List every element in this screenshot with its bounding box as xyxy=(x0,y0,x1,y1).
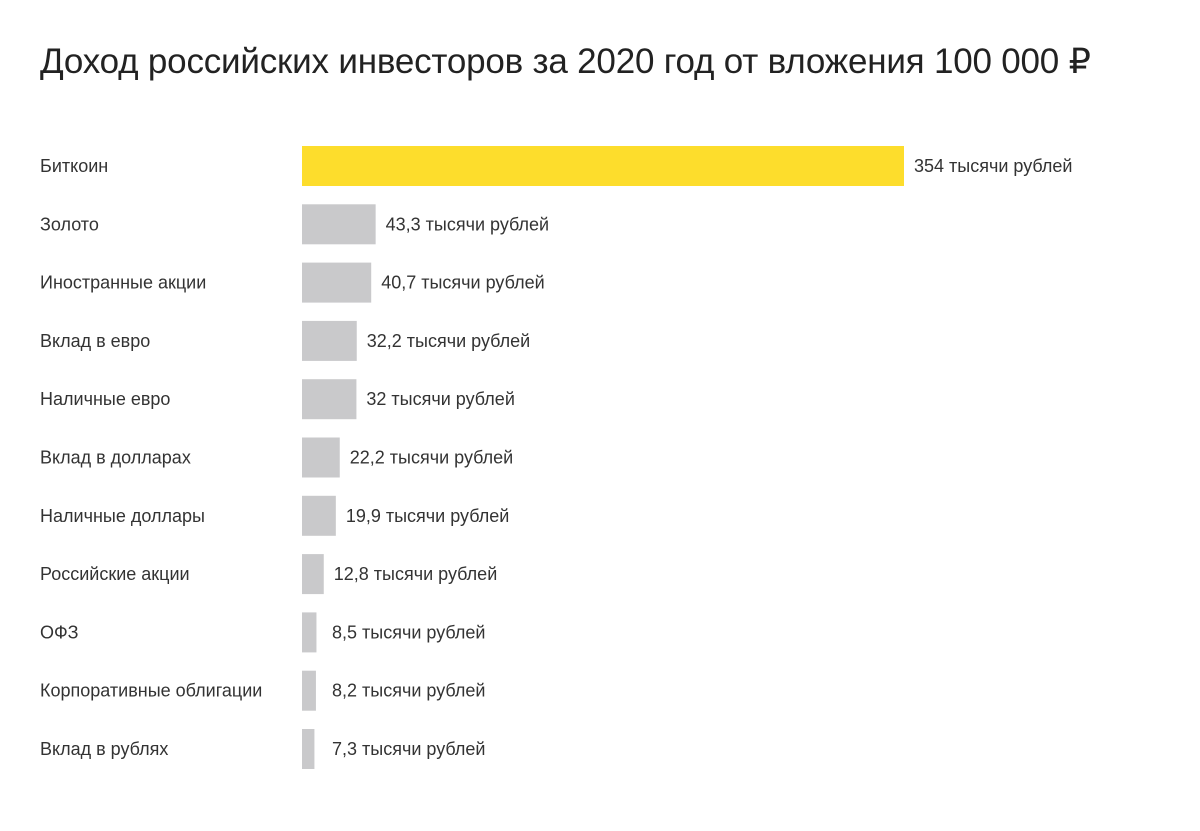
category-label: Вклад в рублях xyxy=(40,739,168,759)
bar xyxy=(302,554,324,595)
bar xyxy=(302,670,316,711)
value-label: 43,3 тысячи рублей xyxy=(386,214,549,234)
value-label: 32,2 тысячи рублей xyxy=(367,331,530,351)
category-label: Наличные доллары xyxy=(40,506,205,526)
category-label: Иностранные акции xyxy=(40,273,206,293)
bar xyxy=(302,262,372,303)
category-label: Вклад в евро xyxy=(40,331,150,351)
category-label: Биткоин xyxy=(40,156,108,176)
value-label: 8,5 тысячи рублей xyxy=(332,622,485,642)
bar xyxy=(302,495,336,536)
value-label: 354 тысячи рублей xyxy=(914,156,1072,176)
bar xyxy=(302,379,357,420)
category-label: Вклад в долларах xyxy=(40,448,191,468)
value-label: 19,9 тысячи рублей xyxy=(346,506,509,526)
value-label: 22,2 тысячи рублей xyxy=(350,448,513,468)
value-label: 8,2 тысячи рублей xyxy=(332,681,485,701)
category-label: Корпоративные облигации xyxy=(40,681,262,701)
labels-layer: Биткоин 354 тысячи рублей Золото 43,3 тысяч… xyxy=(40,156,1072,759)
category-label: Российские акции xyxy=(40,564,190,584)
value-label: 7,3 тысячи рублей xyxy=(332,739,485,759)
category-label: ОФЗ xyxy=(40,622,79,642)
bar xyxy=(302,320,357,361)
bar xyxy=(302,612,317,653)
value-label: 32 тысячи рублей xyxy=(366,389,514,409)
bar xyxy=(302,437,340,478)
bar xyxy=(302,729,315,769)
bar xyxy=(302,204,376,245)
chart-title: Доход российских инвесторов за 2020 год … xyxy=(40,42,1091,81)
bars-layer xyxy=(302,146,904,769)
category-label: Золото xyxy=(40,214,99,234)
bar-highlight xyxy=(302,146,904,186)
category-label: Наличные евро xyxy=(40,389,170,409)
value-label: 40,7 тысячи рублей xyxy=(381,273,544,293)
value-label: 12,8 тысячи рублей xyxy=(334,564,497,584)
